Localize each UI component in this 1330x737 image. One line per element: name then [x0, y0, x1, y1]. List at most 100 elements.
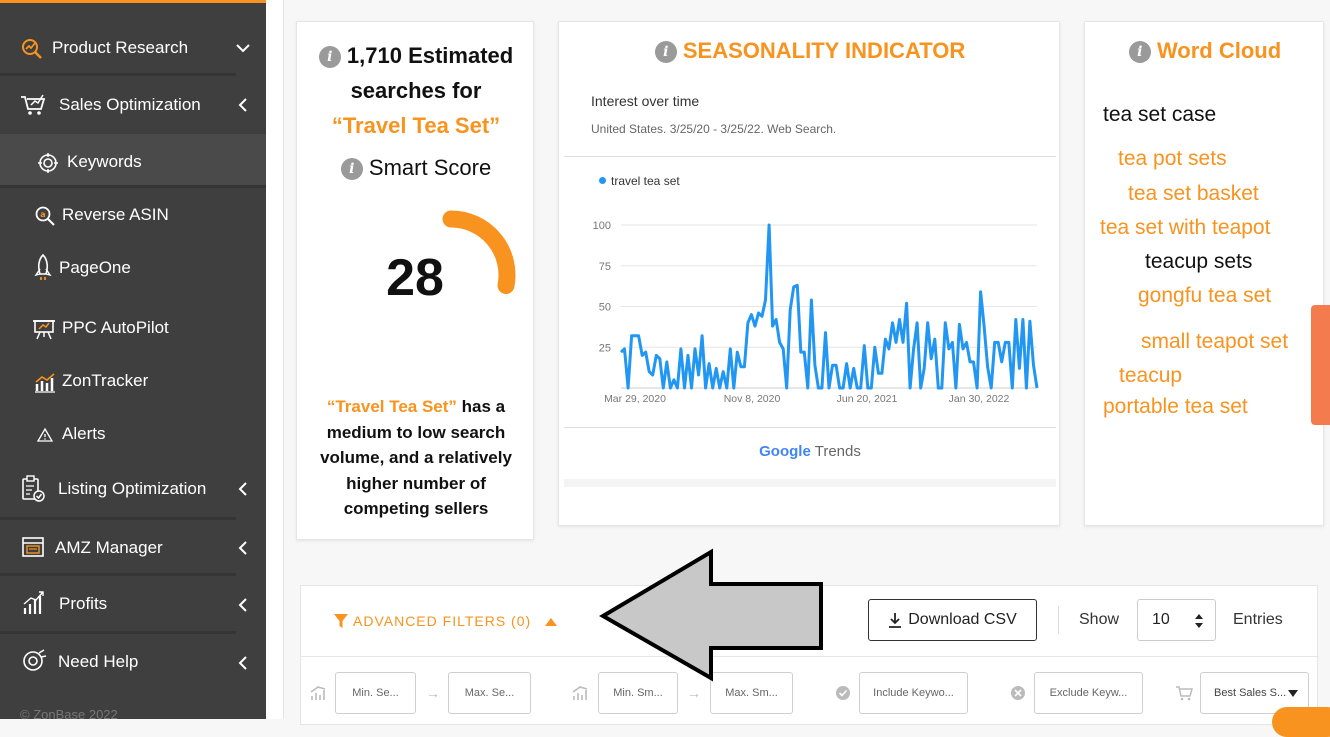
advanced-filters-label: ADVANCED FILTERS (0) [353, 613, 532, 629]
x-tick-label: Mar 29, 2020 [604, 393, 666, 405]
sidebar-item-label: AMZ Manager [55, 538, 163, 557]
google-trends-logo: Google Trends [559, 443, 1061, 460]
content-left-border [266, 0, 284, 719]
chevron-left-icon[interactable] [236, 98, 250, 112]
sidebar-divider [0, 517, 236, 520]
word-cloud-word[interactable]: portable tea set [1103, 395, 1248, 418]
include-keywords-input[interactable]: Include Keywo... [859, 672, 968, 714]
sidebar-item-label: Alerts [62, 424, 106, 443]
seasonality-card: i SEASONALITY INDICATOR Interest over ti… [558, 21, 1060, 526]
word-cloud-word[interactable]: teacup sets [1145, 250, 1253, 273]
sidebar-item-product-research[interactable]: Product Research [0, 28, 266, 68]
info-icon[interactable]: i [1128, 41, 1151, 64]
x-tick-label: Nov 8, 2020 [724, 393, 781, 405]
y-tick-label: 50 [599, 302, 611, 314]
sidebar-divider [0, 73, 236, 76]
exclude-keywords-input[interactable]: Exclude Keyw... [1034, 672, 1143, 714]
chevron-left-icon[interactable] [236, 656, 250, 670]
input-placeholder: Max. Se... [464, 687, 515, 699]
target-icon [35, 150, 61, 176]
divider [564, 156, 1056, 157]
searches-for-label: searches for [350, 78, 482, 103]
input-placeholder: Min. Se... [352, 687, 399, 699]
sidebar-item-label: Need Help [58, 652, 139, 671]
bar-chart-icon [21, 590, 47, 616]
search-icon: a [32, 203, 58, 229]
sidebar-accent-line [0, 0, 266, 3]
word-cloud-word[interactable]: small teapot set [1141, 330, 1289, 353]
sidebar-item-profits[interactable]: Profits [0, 584, 266, 624]
rocket-icon [30, 254, 56, 281]
input-placeholder: Max. Sm... [725, 687, 778, 699]
seasonality-heading: i SEASONALITY INDICATOR [559, 38, 1061, 64]
feedback-tab[interactable] [1311, 305, 1330, 425]
sidebar-item-listing-optimization[interactable]: Listing Optimization [0, 468, 266, 510]
description-text: medium to low search [326, 422, 506, 442]
max-search-input[interactable]: Max. Se... [448, 672, 531, 714]
word-cloud-word[interactable]: tea set case [1103, 103, 1217, 126]
select-value: Best Sales S... [1214, 687, 1287, 699]
chevron-down-icon[interactable] [236, 41, 250, 55]
info-icon[interactable]: i [340, 158, 363, 181]
search-volume-description: “Travel Tea Set” has a medium to low sea… [297, 394, 535, 522]
show-label: Show [1079, 611, 1120, 628]
min-search-input[interactable]: Min. Se... [335, 672, 416, 714]
sidebar-item-reverse-asin[interactable]: a Reverse ASIN [0, 195, 266, 235]
keyword-title: “Travel Tea Set” [331, 113, 501, 138]
input-placeholder: Include Keywo... [873, 687, 954, 699]
sidebar-item-need-help[interactable]: Need Help [0, 642, 266, 682]
entries-select[interactable]: 10 [1137, 599, 1216, 641]
min-smart-score-input[interactable]: Min. Sm... [598, 672, 678, 714]
filter-icon [334, 614, 348, 628]
divider [564, 427, 1056, 428]
smart-score-heading: i Smart Score [297, 155, 535, 181]
word-cloud-word[interactable]: tea set basket [1128, 182, 1259, 205]
y-tick-label: 75 [599, 261, 611, 273]
cart-icon [1175, 684, 1193, 702]
word-cloud-word[interactable]: teacup [1119, 364, 1183, 387]
sidebar-item-alerts[interactable]: Alerts [0, 414, 266, 454]
seasonality-title: SEASONALITY INDICATOR [682, 38, 966, 63]
sidebar-item-pageone[interactable]: PageOne [0, 248, 266, 288]
divider [301, 656, 1319, 657]
download-csv-button[interactable]: Download CSV [868, 599, 1037, 641]
store-icon [20, 534, 46, 560]
trend-up-icon [571, 684, 589, 702]
search-volume-header: i 1,710 Estimated searches for “Travel T… [297, 38, 535, 143]
chart-legend: travel tea set [599, 174, 680, 188]
series-line-travel-tea-set [619, 223, 1039, 390]
sidebar-item-sales-optimization[interactable]: Sales Optimization [0, 84, 266, 124]
advanced-filters-toggle[interactable]: ADVANCED FILTERS (0) [334, 613, 558, 629]
sidebar-item-ppc-autopilot[interactable]: PPC AutoPilot [0, 308, 266, 348]
sidebar-item-keywords[interactable]: Keywords [0, 142, 266, 182]
sidebar-item-amz-manager[interactable]: AMZ Manager [0, 527, 266, 567]
smart-score-value: 28 [386, 249, 444, 307]
svg-text:a: a [40, 210, 45, 219]
max-smart-score-input[interactable]: Max. Sm... [710, 672, 793, 714]
download-icon [889, 613, 902, 628]
entries-value: 10 [1152, 611, 1170, 628]
description-text: volume, and a relatively [320, 448, 512, 467]
google-brand: Google [759, 443, 811, 460]
legend-dot [599, 177, 606, 184]
copyright-text: © ZonBase 2022 [20, 707, 118, 722]
word-cloud-word[interactable]: tea pot sets [1118, 147, 1227, 170]
chevron-left-icon[interactable] [236, 598, 250, 612]
chat-bubble-button[interactable] [1272, 707, 1330, 737]
sidebar-divider [0, 631, 236, 634]
info-icon[interactable]: i [318, 46, 341, 69]
word-cloud-word[interactable]: gongfu tea set [1138, 284, 1272, 307]
chevron-left-icon[interactable] [236, 541, 250, 555]
cart-chart-icon [20, 91, 46, 117]
x-circle-icon [1009, 684, 1027, 702]
chevron-left-icon[interactable] [236, 482, 250, 496]
interest-over-time-title: Interest over time [591, 93, 700, 109]
chevron-down-icon [1288, 690, 1298, 697]
sidebar-item-zontracker[interactable]: ZonTracker [0, 361, 266, 401]
annotation-arrow [599, 548, 823, 682]
info-icon[interactable]: i [654, 41, 677, 64]
word-cloud-word[interactable]: tea set with teapot [1100, 216, 1271, 239]
smart-score-gauge [442, 210, 516, 294]
word-cloud-heading: i Word Cloud [1085, 38, 1325, 64]
arrow-right-icon: → [687, 685, 701, 701]
